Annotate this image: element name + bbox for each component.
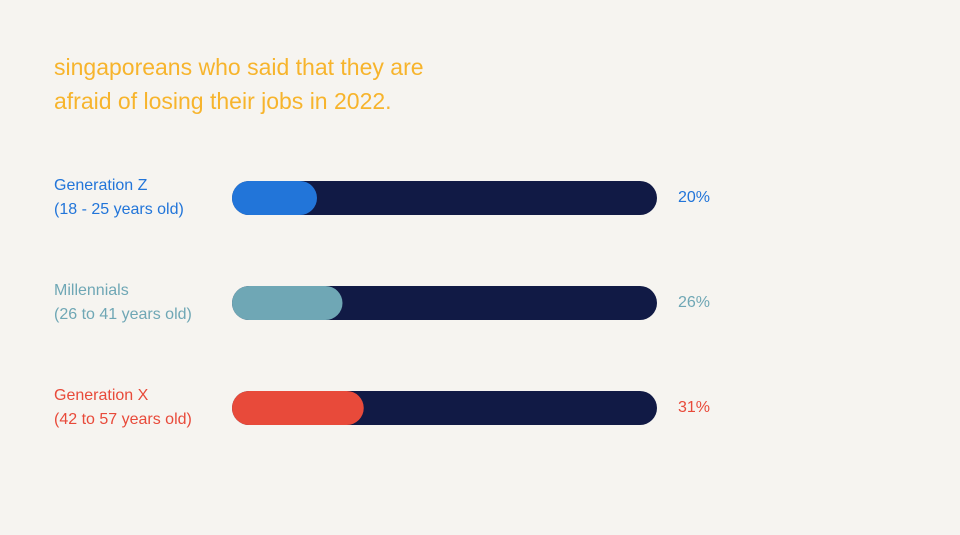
category-label: Generation Z (18 - 25 years old) xyxy=(54,177,184,218)
chart-title: singaporeans who said that they are afra… xyxy=(54,54,424,114)
category-label: Generation X (42 to 57 years old) xyxy=(54,387,192,428)
category-label: Millennials (26 to 41 years old) xyxy=(54,282,192,323)
value-label: 20% xyxy=(678,189,711,206)
bar xyxy=(232,286,343,320)
value-label: 31% xyxy=(678,399,711,416)
bar-track xyxy=(232,181,657,215)
value-label: 26% xyxy=(678,294,711,311)
bar xyxy=(232,181,317,215)
bar xyxy=(232,391,364,425)
